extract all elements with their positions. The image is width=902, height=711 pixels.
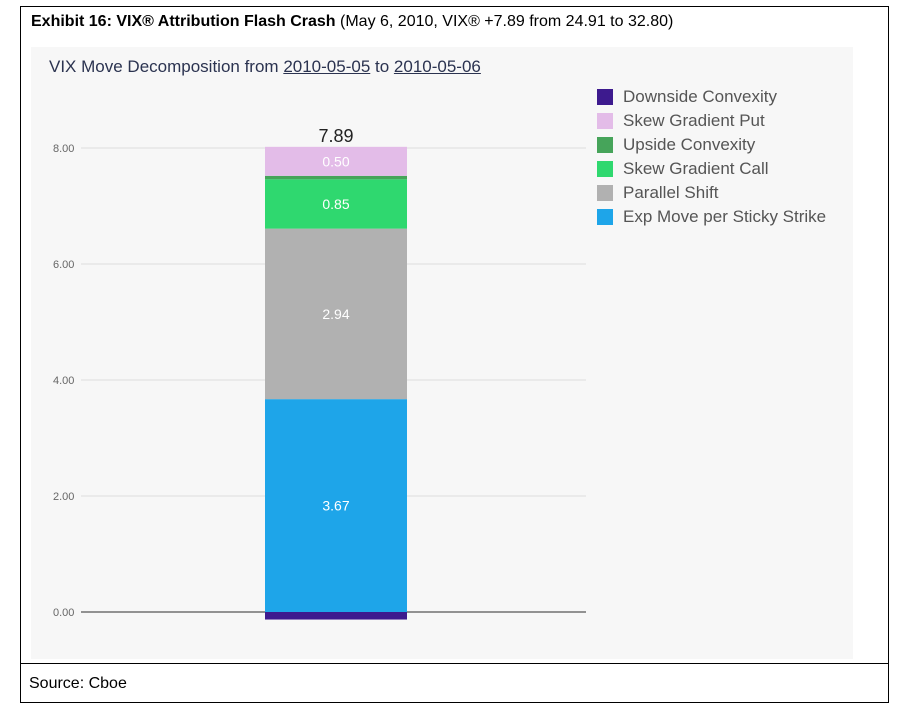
exhibit-frame: Exhibit 16: VIX® Attribution Flash Crash… [20,6,889,703]
legend-item-skew-gradient-call[interactable]: Skew Gradient Call [597,157,826,181]
chart-area: VIX Move Decomposition from 2010-05-05 t… [21,45,888,663]
data-label-exp-move-per-sticky-strike: 3.67 [322,498,349,514]
data-label-skew-gradient-call: 0.85 [322,196,349,212]
legend-swatch [597,137,613,153]
legend-label: Upside Convexity [623,135,756,154]
bar-segment-exp-move-per-sticky-strike [265,399,407,612]
bar-segment-skew-gradient-call [265,179,407,229]
bar-segment-skew-gradient-put [265,146,407,176]
y-tick-label: 0.00 [53,607,74,619]
legend-label: Parallel Shift [623,183,719,202]
chart-title-middle: to [370,57,394,76]
legend-item-upside-convexity[interactable]: Upside Convexity [597,133,826,157]
exhibit-header: Exhibit 16: VIX® Attribution Flash Crash… [21,7,888,46]
legend-label: Skew Gradient Call [623,159,769,178]
label-layer: 3.67 2.94 0.85 0.50 7.89 [318,126,353,514]
data-label-parallel-shift: 2.94 [322,306,349,322]
legend-swatch [597,89,613,105]
bar-segment-upside-convexity [265,175,407,180]
legend-item-skew-gradient-put[interactable]: Skew Gradient Put [597,109,826,133]
exhibit-title-rest: (May 6, 2010, VIX® +7.89 from 24.91 to 3… [335,13,674,30]
legend-label: Downside Convexity [623,87,778,106]
legend-swatch [597,185,613,201]
chart-title-prefix: VIX Move Decomposition from [49,57,284,76]
exhibit-title: Exhibit 16: VIX® Attribution Flash Crash… [31,13,673,31]
legend-item-parallel-shift[interactable]: Parallel Shift [597,181,826,205]
y-tick-label: 2.00 [53,491,74,503]
chart-panel: VIX Move Decomposition from 2010-05-05 t… [31,47,853,659]
legend-swatch [597,113,613,129]
legend-item-exp-move-per-sticky-strike[interactable]: Exp Move per Sticky Strike [597,205,826,229]
source-row: Source: Cboe [21,663,888,702]
y-tick-label: 6.00 [53,259,74,271]
legend-label: Exp Move per Sticky Strike [623,207,827,226]
legend: Downside Convexity Skew Gradient Put Upsid… [597,85,826,229]
source-note: Source: Cboe [29,675,127,692]
chart-title: VIX Move Decomposition from 2010-05-05 t… [49,57,481,77]
y-tick-label: 8.00 [53,143,74,155]
data-label-skew-gradient-put: 0.50 [322,153,349,169]
stacked-bar-chart: 0.00 2.00 4.00 6.00 8.00 3.67 2.94 0.85 0.50 7.8… [53,126,586,620]
exhibit-title-bold: Exhibit 16: VIX® Attribution Flash Crash [31,13,336,30]
bar-layer [265,146,407,620]
total-label: 7.89 [318,126,353,146]
bar-segment-downside-convexity [265,612,407,620]
legend-swatch [597,161,613,177]
legend-item-downside-convexity[interactable]: Downside Convexity [597,85,826,109]
legend-label: Skew Gradient Put [623,111,765,130]
bar-segment-parallel-shift [265,228,407,400]
chart-title-start-date[interactable]: 2010-05-05 [283,57,371,76]
legend-swatch [597,209,613,225]
y-tick-label: 4.00 [53,375,74,387]
chart-title-end-date[interactable]: 2010-05-06 [393,57,481,76]
